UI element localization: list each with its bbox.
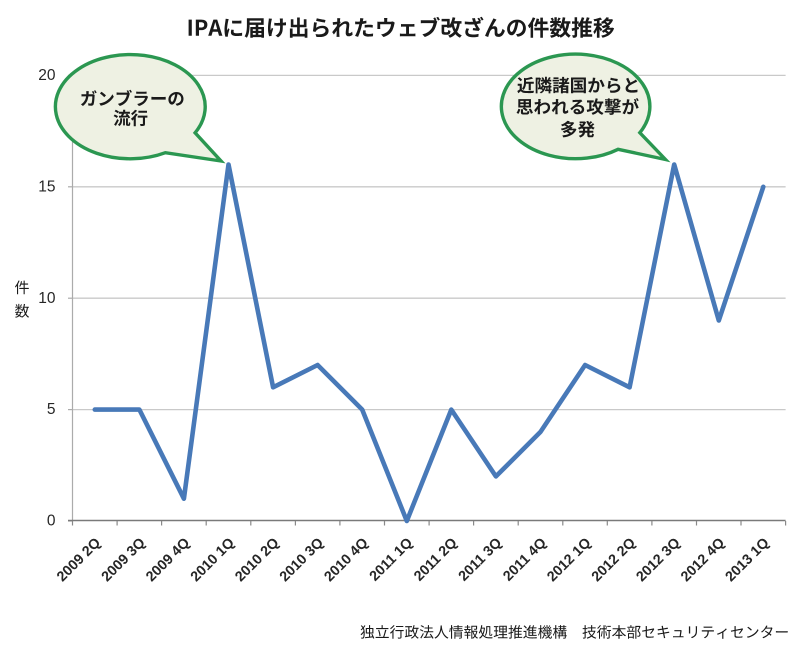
svg-text:10: 10 [38, 290, 56, 307]
svg-text:5: 5 [47, 401, 56, 418]
svg-text:0: 0 [47, 513, 56, 530]
svg-text:15: 15 [38, 178, 55, 195]
svg-text:20: 20 [38, 67, 56, 84]
